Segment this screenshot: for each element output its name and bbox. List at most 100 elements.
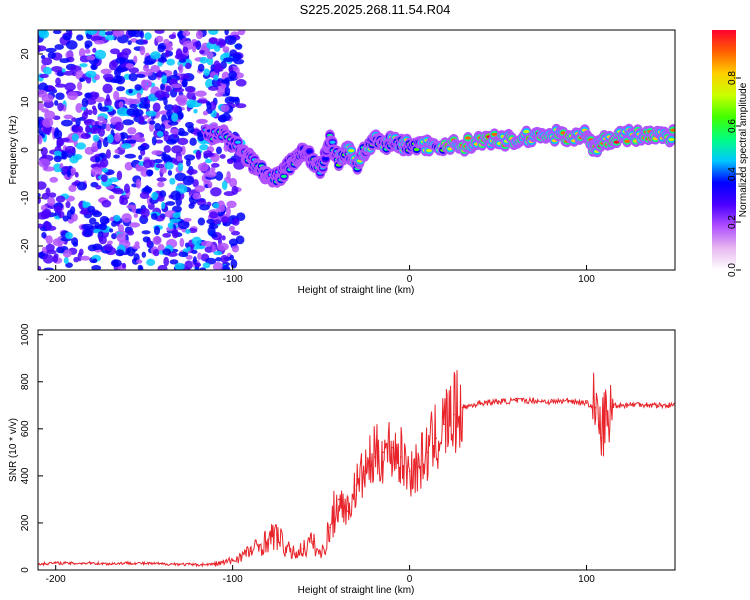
y-tick-label: 600 xyxy=(20,420,31,437)
spectrogram-noise-mark xyxy=(189,137,197,146)
spectrogram-noise-mark xyxy=(213,219,222,225)
spectrogram-noise-mark xyxy=(56,246,65,254)
spectrogram-noise-mark xyxy=(153,158,163,164)
spectrogram-noise-mark xyxy=(131,98,141,105)
spectrogram-noise-mark xyxy=(161,201,166,210)
spectrogram-noise-mark xyxy=(177,162,184,172)
snr-data-point xyxy=(435,437,437,440)
spectrogram-noise-mark xyxy=(194,90,207,97)
snr-data-point xyxy=(599,437,602,440)
spectrogram-core-mark xyxy=(670,128,675,132)
spectrogram-noise-mark xyxy=(206,101,212,110)
spectrogram-noise-mark xyxy=(63,114,74,120)
spectrogram-noise-mark xyxy=(136,73,146,78)
spectrogram-noise-mark xyxy=(197,162,209,172)
snr-data-point xyxy=(267,538,269,541)
spectrogram-noise-mark xyxy=(150,64,160,73)
spectrogram-noise-mark xyxy=(123,183,131,194)
spectrogram-noise-mark xyxy=(150,213,158,220)
spectrogram-noise-mark xyxy=(160,83,165,91)
spectrogram-noise-mark xyxy=(195,30,203,40)
spectrogram-noise-mark xyxy=(156,177,167,182)
snr-data-point xyxy=(178,563,181,565)
spectrogram-noise-mark xyxy=(228,70,238,80)
spectrogram-noise-mark xyxy=(212,261,223,270)
spectrogram-noise-mark xyxy=(165,201,176,206)
spectrogram-noise-mark xyxy=(38,45,47,52)
spectrogram-noise-mark xyxy=(177,127,185,136)
spectrogram-noise-mark xyxy=(208,30,219,36)
y-tick-label: 20 xyxy=(20,48,31,60)
snr-data-point xyxy=(346,510,349,512)
spectrogram-noise-mark xyxy=(203,150,213,158)
spectrogram-noise-mark xyxy=(104,34,115,41)
spectrogram-noise-mark xyxy=(215,171,224,181)
spectrogram-noise-mark xyxy=(134,84,142,91)
spectrogram-noise-mark xyxy=(87,205,96,213)
snr-data-point xyxy=(320,555,322,557)
spectrogram-noise-mark xyxy=(193,108,198,114)
spectrogram-noise-mark xyxy=(68,184,77,193)
spectrogram-noise-mark xyxy=(128,67,140,74)
spectrogram-noise-mark xyxy=(166,42,173,48)
spectrogram-noise-mark xyxy=(83,119,92,124)
spectrogram-noise-mark xyxy=(217,200,226,210)
spectrogram-noise-mark xyxy=(178,251,189,258)
spectrogram-noise-mark xyxy=(53,129,63,140)
spectrogram-noise-mark xyxy=(97,139,102,150)
colorbar-tick-label: 0.6 xyxy=(727,119,738,133)
spectrogram-noise-mark xyxy=(42,117,54,128)
spectrogram-noise-mark xyxy=(105,31,114,36)
spectrogram-noise-mark xyxy=(200,240,213,247)
spectrogram-noise-mark xyxy=(81,97,89,108)
spectrogram-noise-mark xyxy=(221,79,230,84)
spectrogram-noise-mark xyxy=(116,170,123,181)
spectrogram-noise-mark xyxy=(157,243,165,253)
spectrogram-noise-mark xyxy=(157,195,165,202)
spectrogram-noise-mark xyxy=(110,259,122,267)
spectrogram-noise-mark xyxy=(220,254,229,264)
spectrogram-noise-mark xyxy=(71,117,77,122)
spectrogram-noise-mark xyxy=(188,228,198,234)
spectrogram-noise-mark xyxy=(42,208,52,218)
y-tick-label: -20 xyxy=(20,238,31,253)
spectrogram-noise-mark xyxy=(234,96,240,106)
spectrogram-noise-mark xyxy=(90,166,103,177)
spectrogram-noise-mark xyxy=(113,90,120,101)
spectrogram-noise-mark xyxy=(171,112,179,123)
spectrogram-noise-mark xyxy=(62,249,72,258)
snr-data-point xyxy=(594,406,597,409)
spectrogram-noise-mark xyxy=(117,67,128,72)
spectrogram-noise-mark xyxy=(45,47,57,53)
spectrogram-noise-mark xyxy=(209,101,217,111)
spectrogram-noise-mark xyxy=(114,121,124,131)
spectrogram-noise-mark xyxy=(139,191,150,200)
spectrogram-noise-mark xyxy=(195,151,201,159)
spectrogram-noise-mark xyxy=(91,265,102,270)
spectrogram-noise-mark xyxy=(157,57,168,63)
spectrogram-noise-mark xyxy=(157,181,165,188)
spectrogram-noise-mark xyxy=(124,153,137,159)
spectrogram-noise-mark xyxy=(63,70,75,76)
snr-data-point xyxy=(408,470,411,472)
spectrogram-noise-mark xyxy=(94,40,105,45)
snr-data-point xyxy=(603,416,606,418)
snr-data-point xyxy=(417,465,420,468)
snr-data-point xyxy=(391,446,393,449)
spectrogram-noise-mark xyxy=(206,218,216,225)
spectrogram-noise-mark xyxy=(141,251,147,258)
x-tick-label: 0 xyxy=(407,574,413,585)
spectrogram-noise-mark xyxy=(162,248,172,256)
spectrogram-noise-mark xyxy=(217,242,229,251)
spectrogram-noise-mark xyxy=(230,259,238,269)
spectrogram-noise-mark xyxy=(207,226,216,237)
spectrogram-noise-mark xyxy=(38,102,44,111)
spectrogram-noise-mark xyxy=(74,171,79,178)
spectrogram-noise-mark xyxy=(81,223,94,231)
spectrogram-noise-mark xyxy=(222,46,230,53)
spectrogram-noise-mark xyxy=(186,169,198,175)
spectrogram-noise-mark xyxy=(182,175,194,186)
spectrogram-noise-mark xyxy=(135,178,142,189)
spectrogram-noise-mark xyxy=(164,104,175,111)
